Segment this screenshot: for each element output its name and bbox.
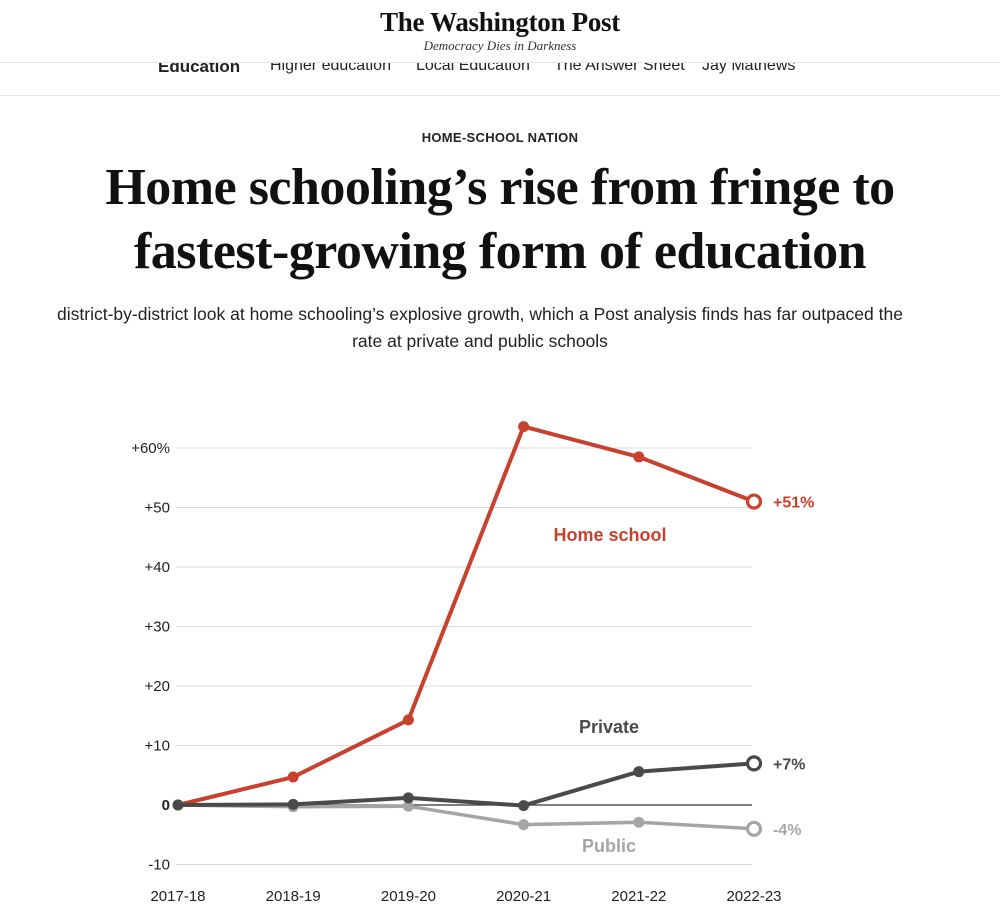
private-data-point	[518, 800, 530, 812]
public-end-label: -4%	[773, 822, 801, 839]
home-school-data-point	[633, 451, 645, 463]
x-tick-label: 2020-21	[496, 888, 551, 905]
home-school-series-line	[176, 424, 756, 807]
x-tick-label: 2018-19	[266, 888, 321, 905]
kicker[interactable]: HOME-SCHOOL NATION	[421, 130, 579, 145]
y-tick-label: +40	[145, 559, 170, 576]
nav-item-higher-education[interactable]: Higher education	[270, 62, 391, 74]
public-series-label: Public	[582, 836, 636, 856]
private-data-point	[402, 792, 414, 804]
private-series-label: Private	[579, 717, 639, 737]
dek: district-by-district look at home school…	[0, 301, 980, 355]
private-end-point	[745, 755, 763, 772]
private-end-label: +7%	[773, 756, 805, 773]
section-nav: Education Higher education Local Educati…	[0, 62, 1000, 96]
public-series-line	[176, 803, 756, 831]
private-series-line	[176, 761, 756, 808]
public-end-point	[745, 820, 763, 837]
y-tick-label: +10	[145, 738, 170, 755]
private-data-point	[287, 798, 299, 810]
tagline: Democracy Dies in Darkness	[423, 38, 577, 53]
home-school-series-label: Home school	[553, 525, 666, 545]
dek-line-2: rate at private and public schools	[352, 331, 608, 351]
home-school-end-point	[745, 493, 763, 510]
headline-line-1: Home schooling’s rise from fringe to	[105, 159, 895, 216]
private-data-point	[172, 799, 184, 811]
home-school-data-point	[518, 421, 530, 433]
y-tick-label: -10	[148, 857, 170, 874]
home-school-data-point	[402, 714, 414, 726]
nav-item-education[interactable]: Education	[158, 62, 241, 76]
public-data-point	[633, 816, 645, 828]
nav-item-answer-sheet[interactable]: The Answer Sheet	[554, 62, 685, 74]
nav-item-jay-mathews[interactable]: Jay Mathews	[702, 62, 796, 74]
private-data-point	[633, 766, 645, 778]
y-tick-label: +60%	[131, 440, 170, 457]
headline-line-2: fastest-growing form of education	[133, 223, 867, 280]
dek-line-1: district-by-district look at home school…	[57, 304, 903, 324]
public-data-point	[402, 800, 414, 812]
x-tick-label: 2022-23	[726, 888, 781, 905]
y-tick-label: +50	[145, 500, 170, 517]
y-tick-label: +20	[145, 678, 170, 695]
wapo-logo[interactable]: The Washington Post	[380, 7, 620, 37]
x-tick-label: 2017-18	[150, 888, 205, 905]
x-tick-label: 2021-22	[611, 888, 666, 905]
y-tick-label: 0	[162, 797, 170, 814]
home-school-end-label: +51%	[773, 495, 814, 512]
headline: Home schooling’s rise from fringe to fas…	[0, 156, 1000, 284]
x-tick-label: 2019-20	[381, 888, 436, 905]
nav-item-local-education[interactable]: Local Education	[416, 62, 530, 74]
y-tick-label: +30	[145, 619, 170, 636]
masthead: The Washington Post Democracy Dies in Da…	[0, 0, 1000, 62]
home-school-data-point	[287, 771, 299, 783]
public-data-point	[518, 819, 530, 831]
